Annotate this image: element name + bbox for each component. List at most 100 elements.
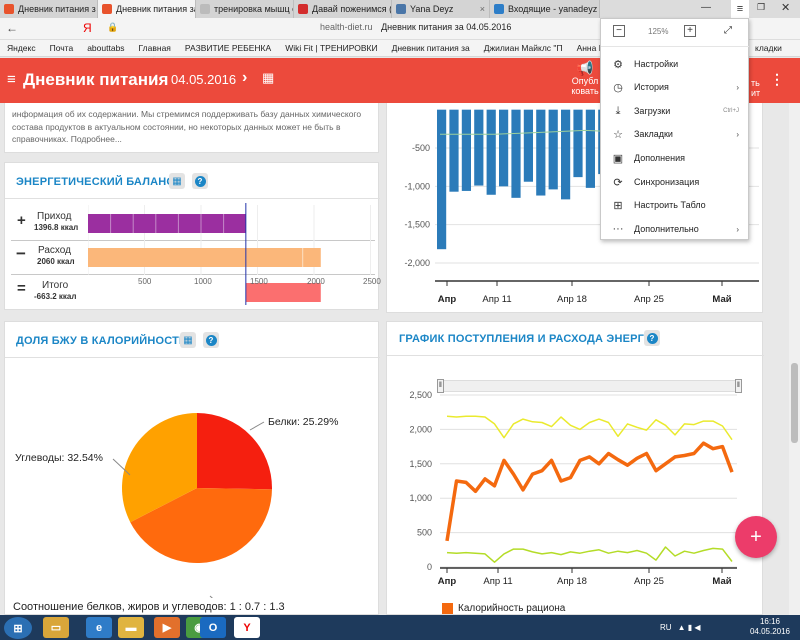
more-dots-icon: ···	[612, 223, 624, 235]
calendar-icon[interactable]: ▦	[262, 70, 275, 85]
menu-item-history[interactable]: ◷ История ›	[601, 77, 749, 97]
url-field[interactable]: health-diet.ru Дневник питания за 04.05.…	[320, 22, 512, 32]
x-tick-label: Апр 25	[634, 576, 664, 587]
bookmark-item[interactable]: Дневник питания за	[391, 43, 470, 53]
language-indicator[interactable]: RU	[660, 623, 672, 632]
axis-tick-label: 1000	[194, 277, 212, 286]
menu-item-more[interactable]: ··· Дополнительно ›	[612, 223, 740, 235]
tablo-icon: ⊞	[613, 199, 623, 212]
calendar-button[interactable]: ▦	[169, 173, 185, 189]
x-tick-label: Апр 11	[483, 576, 512, 587]
close-window-icon[interactable]: ✕	[781, 2, 791, 14]
bookmark-item[interactable]: Джилиан Майклс "П	[483, 43, 563, 53]
pie-label-connector	[249, 421, 265, 431]
addons-icon: ▣	[612, 152, 624, 165]
calendar-button[interactable]: ▦	[180, 332, 196, 348]
header-right-label[interactable]: ть ит	[751, 78, 761, 98]
hamburger-icon[interactable]: ≡	[7, 71, 16, 88]
page-scrollbar[interactable]	[789, 103, 800, 615]
explorer-icon[interactable]: ▭	[43, 617, 69, 638]
calendar-icon: ▦	[183, 334, 193, 346]
balance-row-income: + Приход 1396.8 ккал	[5, 207, 95, 237]
lock-icon: 🔒	[107, 22, 119, 32]
chevron-right-icon: ›	[736, 82, 739, 92]
menu-item-addons[interactable]: ▣ Дополнения	[612, 152, 685, 165]
plus-icon: +	[17, 212, 26, 229]
yandex-browser-icon[interactable]: Y	[234, 617, 260, 638]
fullscreen-icon[interactable]: ⤢	[724, 25, 732, 36]
y-tick-label: 1,000	[409, 493, 432, 503]
ie-icon[interactable]: e	[86, 617, 112, 638]
help-button[interactable]: ?	[644, 330, 660, 346]
bookmark-item[interactable]: Почта	[49, 43, 74, 53]
more-vert-icon[interactable]: ⋮	[770, 71, 784, 87]
chevron-right-icon: ›	[736, 129, 739, 139]
prev-date-icon[interactable]: ‹	[153, 69, 159, 86]
tab-bar: Дневник питания з× Дневник питания за 0×…	[0, 0, 800, 18]
pie-label: Белки: 25.29%	[268, 416, 338, 428]
chart-legend[interactable]: Калорийность рациона	[442, 602, 565, 614]
help-button[interactable]: ?	[203, 332, 219, 348]
balance-row-divider	[11, 274, 375, 275]
outlook-icon[interactable]: O	[200, 617, 226, 638]
y-tick-label: 0	[427, 562, 432, 572]
bookmark-item-more[interactable]: кладки	[755, 43, 782, 53]
tray-icons[interactable]: ▲ ▮ ◀	[677, 623, 701, 632]
range-navigator[interactable]	[440, 380, 740, 392]
bar	[511, 109, 521, 198]
menu-item-sync[interactable]: ⟳ Синхронизация	[601, 172, 749, 192]
publish-button[interactable]: 📢 Опубл ковать	[571, 60, 599, 96]
browser-tab[interactable]: Входящие - yanadeyz	[490, 0, 600, 18]
bookmark-item[interactable]: Главная	[138, 43, 171, 53]
menu-item-customize-tablo[interactable]: ⊞ Настроить Табло	[601, 195, 749, 215]
bookmark-item[interactable]: Яндекс	[7, 43, 36, 53]
next-date-icon[interactable]: ›	[242, 69, 248, 86]
intro-card: информация об их содержании. Мы стремимс…	[4, 103, 379, 153]
range-handle-right[interactable]: ‖	[735, 379, 742, 393]
tab-favicon	[494, 4, 504, 14]
bar-expense	[88, 248, 321, 267]
clock[interactable]: 16:16 04.05.2016	[749, 617, 791, 636]
back-icon[interactable]: ←	[6, 21, 18, 35]
bookmark-item[interactable]: abouttabs	[87, 43, 125, 53]
bar	[474, 109, 484, 186]
browser-tab-active[interactable]: Дневник питания за 0×	[98, 0, 196, 18]
close-icon[interactable]: ×	[479, 4, 485, 14]
browser-tab[interactable]: тренировка мышц ен×	[196, 0, 294, 18]
macros-card: ДОЛЯ БЖУ В КАЛОРИЙНОСТИ ▦ ? Белки: 25.29…	[4, 321, 380, 615]
bookmark-item[interactable]: Wiki Fit | ТРЕНИРОВКИ	[285, 43, 378, 53]
media-icon[interactable]: ▶	[154, 617, 180, 638]
axis-tick-label: 2000	[307, 277, 325, 286]
current-date[interactable]: 04.05.2016	[171, 72, 237, 87]
menu-item-bookmarks[interactable]: ☆ Закладки ›	[601, 124, 749, 144]
balance-value: -663.2 ккал	[34, 292, 77, 301]
zoom-out-button[interactable]: −	[613, 25, 625, 37]
scrollbar-thumb[interactable]	[791, 363, 798, 443]
browser-tab[interactable]: Yana Deyz ×	[392, 0, 490, 18]
browser-tab[interactable]: Давай поженимся (20×	[294, 0, 392, 18]
zoom-in-button[interactable]: +	[684, 25, 696, 37]
clock-icon: ◷	[613, 81, 623, 94]
browser-menu: − 125% + ⤢ ⚙ Настройки ◷ История › ⤓ Загрузк…	[600, 18, 749, 240]
yandex-logo[interactable]: Я	[83, 21, 92, 35]
bar	[585, 109, 595, 188]
add-fab-button[interactable]: +	[735, 516, 777, 558]
x-tick-label: Апр 18	[557, 294, 587, 305]
range-handle-left[interactable]: ‖	[437, 379, 444, 393]
x-tick-label: Май	[712, 576, 731, 587]
menu-item-settings[interactable]: ⚙ Настройки	[601, 54, 749, 74]
restore-icon[interactable]: ❐	[757, 2, 766, 12]
system-tray: RU ▲ ▮ ◀	[660, 617, 700, 638]
hamburger-menu-icon[interactable]: ≡	[731, 0, 749, 18]
browser-tab[interactable]: Дневник питания з×	[0, 0, 98, 18]
folder-icon[interactable]: ▬	[118, 617, 144, 638]
y-tick-label: -1,500	[404, 220, 430, 230]
bookmark-item[interactable]: РАЗВИТИЕ РЕБЕНКА	[184, 43, 272, 53]
minimize-icon[interactable]: —	[701, 2, 711, 13]
y-tick-label: -1,000	[404, 181, 430, 191]
menu-item-downloads[interactable]: ⤓ Загрузки Ctrl+J	[601, 101, 749, 121]
question-icon: ?	[194, 175, 206, 187]
start-button[interactable]: ⊞	[4, 617, 32, 639]
macros-pie-chart: Белки: 25.29%Жиры: 42.17%Углеводы: 32.54…	[15, 413, 338, 598]
help-button[interactable]: ?	[192, 173, 208, 189]
